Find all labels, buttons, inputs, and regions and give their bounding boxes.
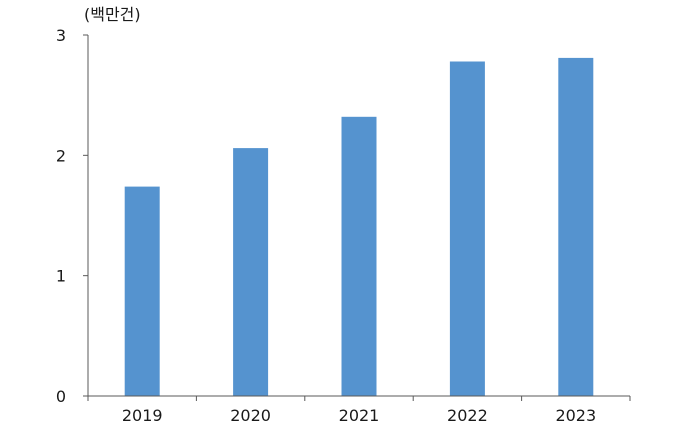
x-tick-label: 2022 bbox=[447, 406, 488, 425]
x-tick-label: 2021 bbox=[339, 406, 380, 425]
x-tick-label: 2023 bbox=[555, 406, 596, 425]
bar-2021 bbox=[341, 116, 377, 397]
bar-2019 bbox=[124, 186, 160, 396]
x-tick-label: 2020 bbox=[230, 406, 271, 425]
y-axis-unit-label: (백만건) bbox=[84, 5, 141, 24]
bar-2020 bbox=[233, 148, 269, 396]
y-tick-labels: 0 1 2 3 bbox=[56, 26, 66, 406]
bar-2022 bbox=[449, 61, 485, 396]
y-tick-label: 1 bbox=[56, 267, 66, 286]
x-tick-labels: 2019 2020 2021 2022 2023 bbox=[122, 406, 596, 425]
x-tick-label: 2019 bbox=[122, 406, 163, 425]
axes-group bbox=[83, 34, 631, 401]
y-tick-label: 2 bbox=[56, 146, 66, 165]
y-tick-label: 3 bbox=[56, 26, 66, 45]
y-tick-label: 0 bbox=[56, 387, 66, 406]
bars-group bbox=[124, 57, 594, 397]
bar-2023 bbox=[558, 57, 594, 397]
